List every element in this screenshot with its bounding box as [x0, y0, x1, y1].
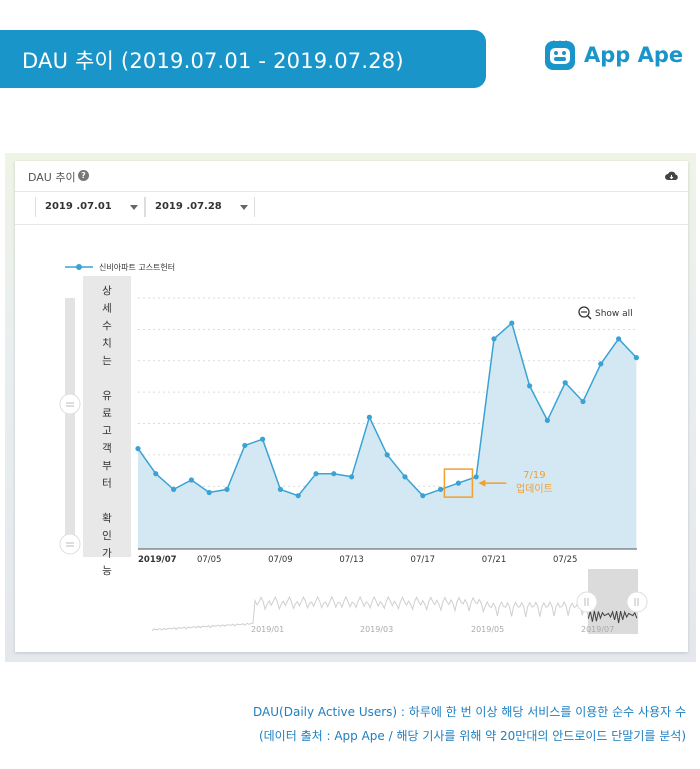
- x-tick-label: 07/05: [197, 555, 222, 565]
- dau-area: [138, 323, 637, 549]
- update-arrow-head: [478, 479, 486, 487]
- data-point[interactable]: [562, 380, 568, 386]
- x-tick-label: 2019/07: [138, 555, 177, 565]
- card-header: DAU 추이 ?: [15, 161, 688, 192]
- start-date-select[interactable]: 2019 .07.01: [35, 197, 145, 217]
- x-axis-ticks: 2019/07 07/05 07/09 07/13 07/17 07/21 07/25: [138, 555, 577, 565]
- data-point[interactable]: [260, 436, 266, 442]
- data-point[interactable]: [473, 474, 479, 480]
- legend-label[interactable]: 신비아파트 고스트헌터: [99, 262, 175, 272]
- chevron-down-icon: [130, 205, 138, 210]
- page-title: DAU 추이 (2019.07.01 - 2019.07.28): [22, 49, 404, 73]
- data-point[interactable]: [633, 355, 640, 361]
- side-notice-char: 부: [102, 460, 112, 472]
- data-point[interactable]: [366, 414, 372, 420]
- data-point[interactable]: [616, 336, 622, 342]
- data-point[interactable]: [384, 452, 390, 458]
- data-point[interactable]: [206, 489, 212, 496]
- navigator-tick-label: 2019/01: [251, 625, 284, 634]
- show-all-label: Show all: [595, 309, 633, 319]
- side-notice-char: 인: [102, 530, 112, 542]
- data-point[interactable]: [455, 480, 461, 486]
- navigator-selected-line: [587, 610, 638, 624]
- card-title: DAU 추이: [28, 171, 76, 184]
- data-point[interactable]: [224, 486, 230, 492]
- data-point[interactable]: [420, 493, 426, 499]
- date-range-bar: 2019 .07.01 2019 .07.28: [15, 191, 688, 225]
- navigator-tick-label: 2019/05: [471, 625, 504, 634]
- side-notice-char: 객: [102, 443, 112, 455]
- navigator[interactable]: 2019/01 2019/03 2019/05 2019/07: [151, 569, 648, 634]
- side-notice-char: 능: [102, 565, 112, 577]
- zoom-out-icon: [578, 306, 590, 318]
- data-point[interactable]: [402, 474, 408, 480]
- data-points: [135, 320, 640, 499]
- side-notice-box: [83, 276, 131, 557]
- data-point[interactable]: [491, 336, 497, 342]
- data-point[interactable]: [188, 477, 194, 483]
- data-point[interactable]: [135, 446, 141, 452]
- data-point[interactable]: [527, 383, 533, 389]
- data-point[interactable]: [509, 320, 515, 326]
- zoom-handle-bottom[interactable]: [59, 533, 81, 555]
- navigator-handle-right[interactable]: [626, 591, 648, 613]
- side-notice-char: 가: [102, 548, 112, 560]
- x-tick-label: 07/13: [339, 555, 364, 565]
- end-date-value: 2019 .07.28: [155, 201, 222, 212]
- side-notice-char: 수: [102, 320, 112, 332]
- side-notice-char: 상: [102, 285, 112, 297]
- navigator-ticks: 2019/01 2019/03 2019/05 2019/07: [251, 625, 614, 634]
- side-notice-char: 는: [102, 355, 112, 367]
- data-point[interactable]: [171, 486, 177, 492]
- zoom-slider-track[interactable]: [65, 298, 75, 550]
- data-point[interactable]: [349, 474, 355, 480]
- data-point[interactable]: [313, 471, 319, 477]
- x-tick-label: 07/17: [411, 555, 436, 565]
- data-point[interactable]: [438, 486, 444, 492]
- legend-marker: [76, 264, 82, 270]
- navigator-tick-label: 2019/03: [360, 625, 393, 634]
- app-ape-logo-icon: [545, 40, 575, 70]
- x-tick-label: 07/25: [553, 555, 578, 565]
- page-title-bar: DAU 추이 (2019.07.01 - 2019.07.28): [0, 30, 486, 88]
- navigator-line: [151, 595, 638, 632]
- cloud-download-icon[interactable]: [665, 170, 678, 181]
- data-point[interactable]: [153, 471, 159, 477]
- chart-card: DAU 추이 ? 2019 .07.01 2019 .07.28 신비아파트 고…: [15, 161, 688, 652]
- side-notice-char: 세: [102, 303, 112, 315]
- x-tick-label: 07/21: [482, 555, 507, 565]
- help-icon[interactable]: ?: [78, 170, 89, 181]
- side-notice-char: 터: [102, 478, 112, 490]
- data-point[interactable]: [580, 398, 586, 405]
- navigator-handle-left[interactable]: [576, 591, 598, 613]
- navigator-tick-label: 2019/07: [581, 625, 614, 634]
- side-notice-char: 유: [102, 390, 112, 402]
- data-point[interactable]: [331, 471, 337, 477]
- side-notice-char: 고: [102, 425, 112, 437]
- start-date-value: 2019 .07.01: [45, 201, 112, 212]
- chart-frame: DAU 추이 ? 2019 .07.01 2019 .07.28 신비아파트 고…: [5, 153, 696, 662]
- data-point[interactable]: [277, 486, 283, 492]
- side-notice-char: 확: [102, 512, 112, 525]
- side-notice-char: 료: [102, 408, 112, 420]
- logo-text: App Ape: [584, 43, 684, 67]
- data-point[interactable]: [598, 361, 604, 367]
- chevron-down-icon: [240, 205, 248, 210]
- show-all-button[interactable]: Show all: [578, 306, 633, 320]
- data-point[interactable]: [295, 493, 301, 499]
- zoom-handle-top[interactable]: [59, 393, 81, 415]
- footnote-line-1: DAU(Daily Active Users) : 하루에 한 번 이상 해당 …: [253, 705, 686, 719]
- end-date-select[interactable]: 2019 .07.28: [145, 197, 255, 217]
- side-notice-char: 치: [102, 338, 112, 350]
- update-date-label: 7/19: [523, 470, 545, 481]
- x-tick-label: 07/09: [268, 555, 293, 565]
- app-ape-logo: App Ape: [543, 38, 683, 72]
- update-label: 업데이트: [516, 482, 553, 495]
- data-point[interactable]: [544, 417, 551, 423]
- data-point[interactable]: [242, 442, 248, 449]
- footnote-line-2: (데이터 출처 : App Ape / 해당 기사를 위해 약 20만대의 안드…: [258, 729, 686, 743]
- update-highlight-box: [443, 468, 474, 498]
